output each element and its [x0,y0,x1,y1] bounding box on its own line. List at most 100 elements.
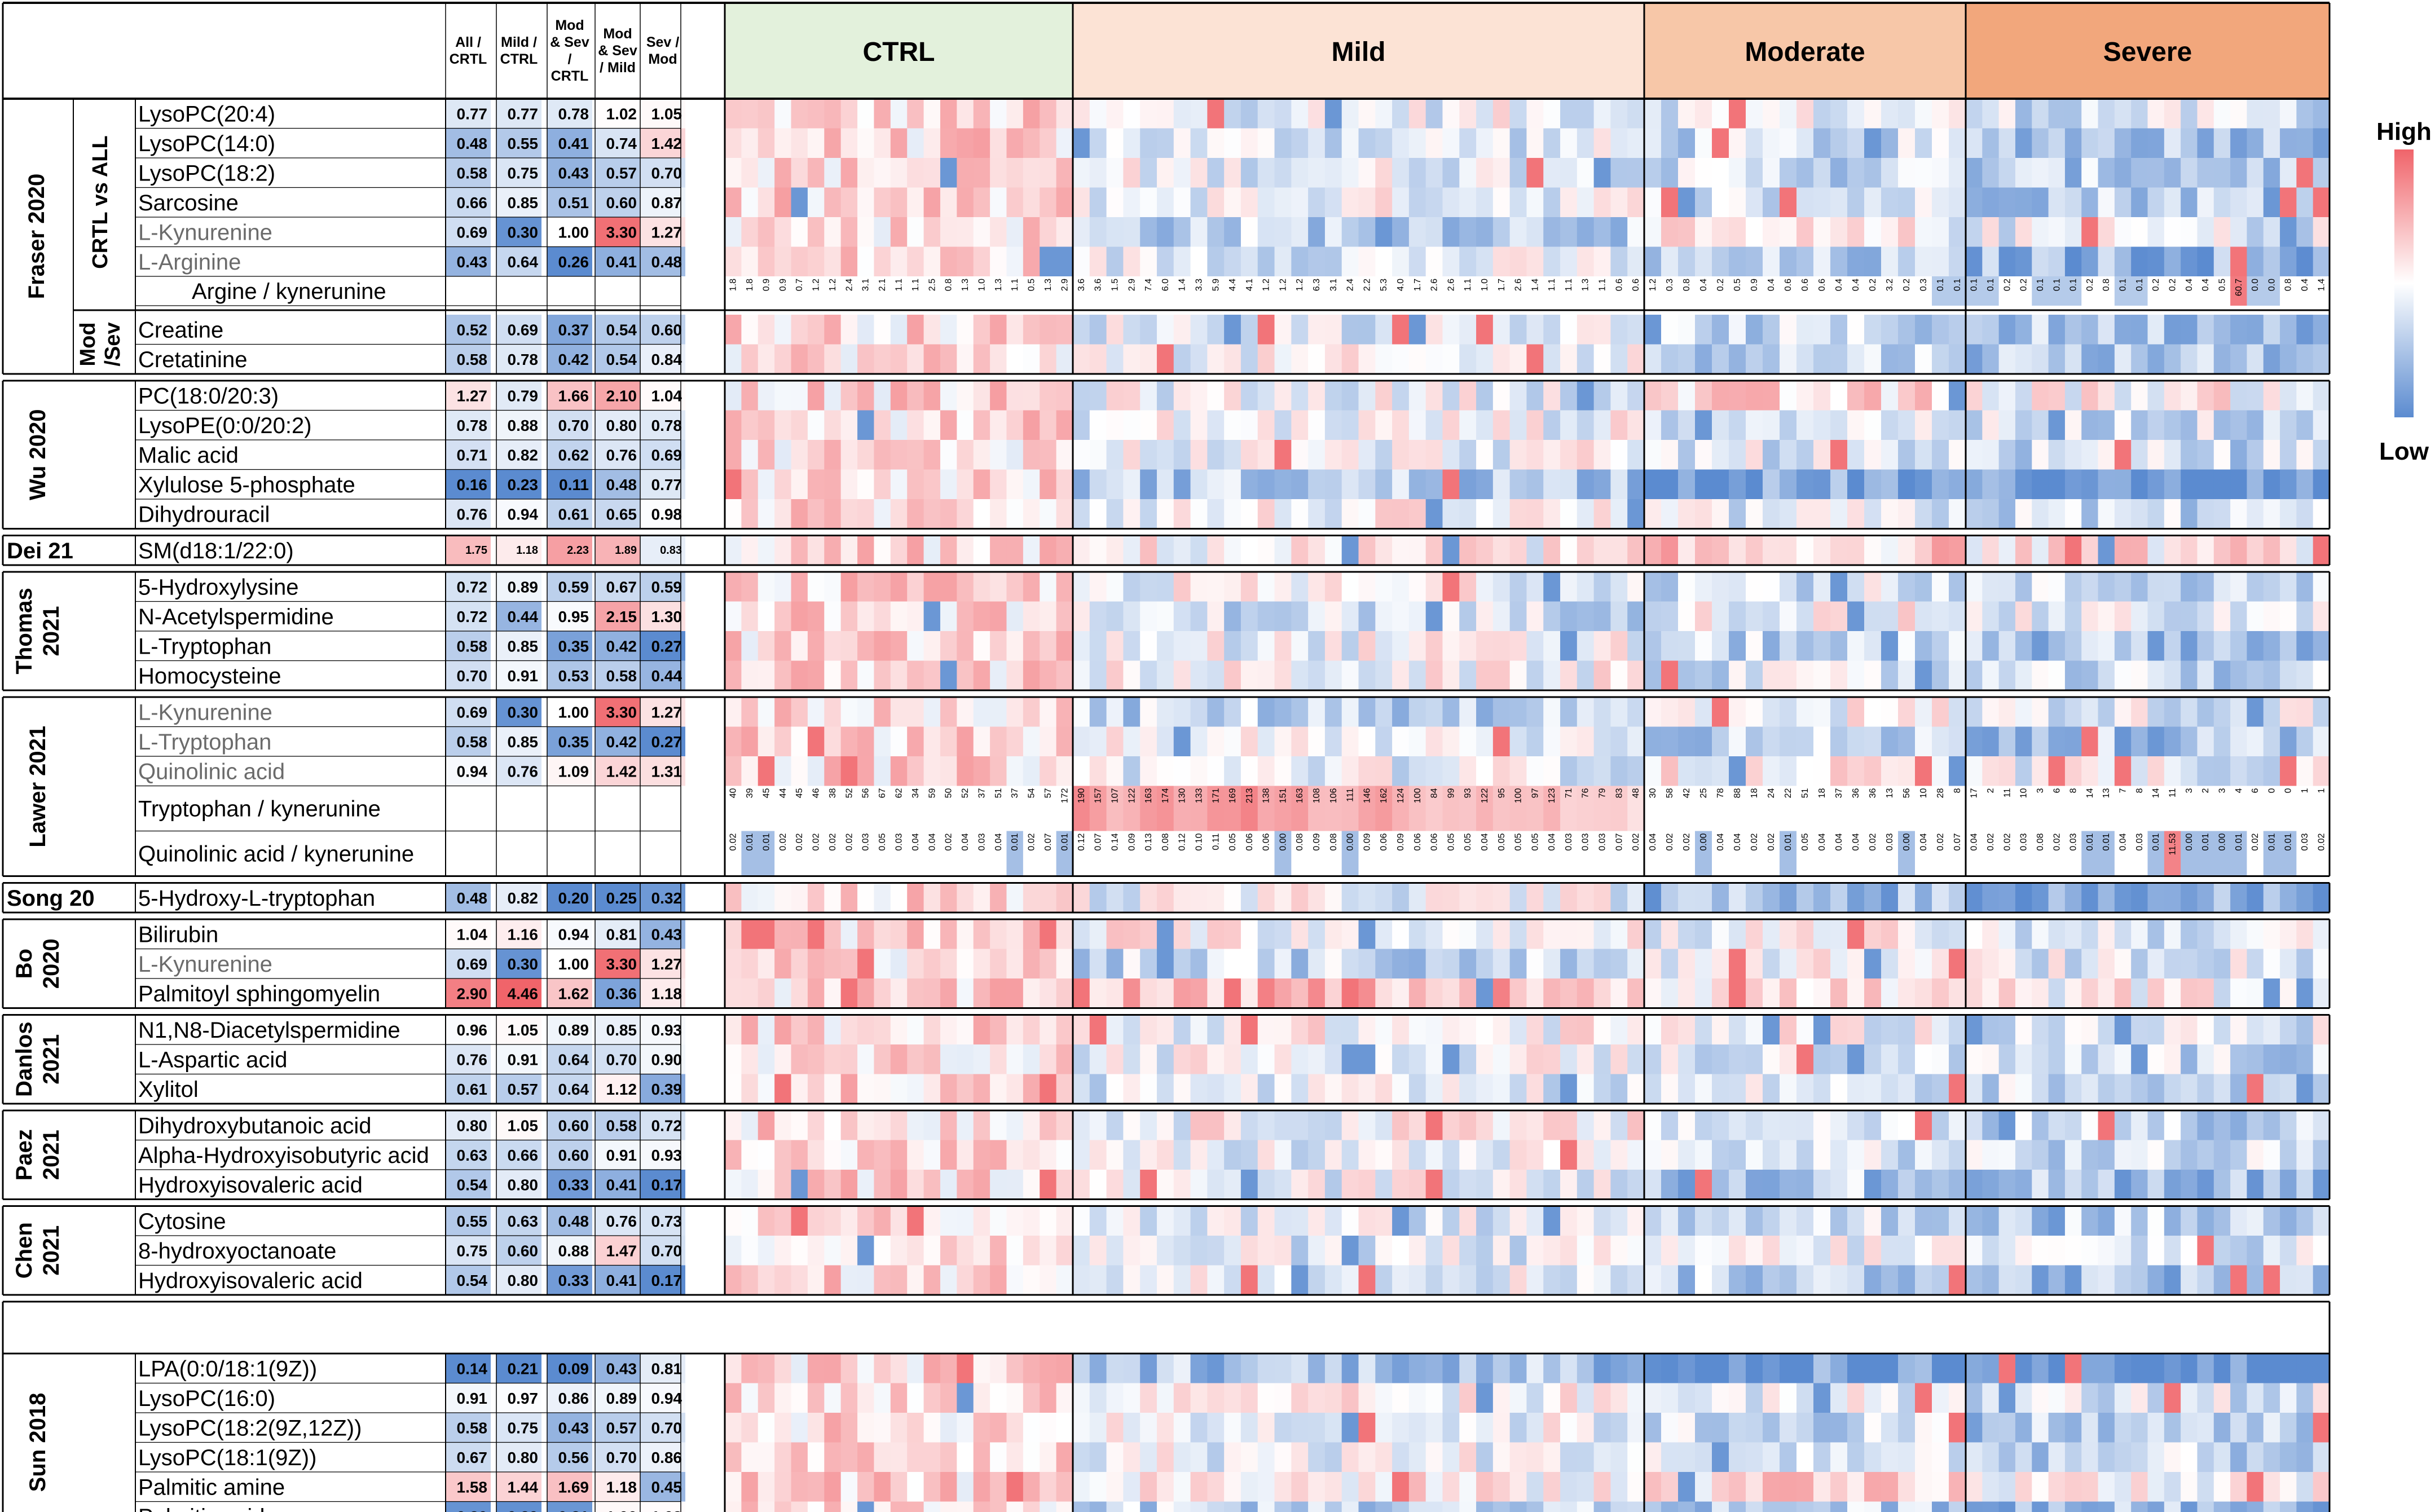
heat-cell [1982,1383,2000,1413]
heat-cell [2147,660,2165,690]
heat-cell [1543,535,1561,565]
heat-cell [1949,726,1966,756]
heat-cell [1492,217,1511,247]
heat-cell [1324,1074,1342,1104]
heat-cell [957,344,974,374]
heat-cell [2313,158,2330,188]
heat-cell [1864,1140,1882,1170]
heat-cell [1257,1015,1275,1044]
heat-cell [1408,499,1426,529]
ratio-cell [595,660,640,690]
strip-value: 0.5 [1733,279,1742,291]
heat-cell [2280,1413,2297,1443]
heat-cell [2181,919,2198,949]
heat-cell [1408,1354,1426,1383]
ratio-strip-cell [1560,831,1578,876]
heat-cell [1763,217,1780,247]
heat-cell [1023,99,1040,129]
heat-cell [1678,99,1696,129]
heat-cell [890,99,908,129]
heat-cell [1425,1413,1443,1443]
strip-value: 0.01 [1060,833,1069,850]
strip-value: 67 [878,788,887,798]
heat-cell [2081,1140,2099,1170]
heat-cell [1341,410,1359,440]
heat-cell [2131,1354,2148,1383]
heat-cell [1998,246,2016,276]
heat-cell [1661,344,1679,374]
heat-cell [1577,631,1595,661]
heat-cell [990,978,1007,1008]
heat-cell [741,1442,759,1472]
heat-cell [2064,99,2082,129]
heat-cell [1915,1110,1932,1140]
ratio-strip-cell [1123,831,1141,876]
ratio-value: 0.88 [508,417,539,434]
heat-cell [957,187,974,217]
heat-cell [857,1206,875,1236]
ratio-cell [496,978,541,1008]
heat-cell [1982,1501,2000,1512]
heat-cell [2247,315,2264,345]
heat-cell [1492,697,1511,727]
heat-cell [923,1354,941,1383]
ratio-strip-cell [1915,276,1932,306]
heat-cell [1459,1074,1477,1104]
heat-cell [2064,756,2082,786]
heat-cell [2181,1140,2198,1170]
heat-cell [1881,1170,1899,1200]
heat-cell [990,1170,1007,1200]
ratio-strip-cell [2213,276,2231,306]
heat-cell [1695,601,1712,631]
ratio-strip-cell [725,831,742,876]
strip-value: 6 [2052,788,2062,793]
heat-cell [1881,344,1899,374]
subgroup-label: /Sev [101,322,125,366]
heat-cell [973,535,990,565]
heat-cell [957,469,974,499]
heat-cell [840,601,858,631]
heat-cell [907,158,924,188]
heat-cell [957,660,974,690]
heat-cell [2131,440,2148,470]
heat-cell [1442,1354,1460,1383]
heat-cell [1661,1015,1679,1044]
strip-value: 171 [1211,788,1221,803]
heat-cell [2015,410,2032,440]
heat-cell [1644,381,1662,411]
heat-cell [1492,381,1511,411]
heat-cell [874,919,891,949]
ratio-value: 0.72 [457,608,488,625]
heat-cell [1425,246,1443,276]
heat-cell [1763,1236,1780,1266]
heat-cell [2197,1044,2214,1074]
heat-cell [2098,726,2115,756]
heat-cell [1106,1265,1124,1295]
heat-cell [2181,187,2198,217]
heat-cell [2081,1170,2099,1200]
heat-cell [2280,1442,2297,1472]
ratio-cell [640,1206,685,1236]
heat-cell [1207,1442,1225,1472]
ratio-header-label: / Mild [600,60,636,76]
strip-value: 3 [2036,788,2045,793]
heat-cell [2114,246,2132,276]
ratio-strip-cell [1830,831,1848,876]
heat-cell [2197,1472,2214,1502]
heat-cell [758,499,775,529]
heat-cell [1932,344,1949,374]
heat-cell [1392,1110,1410,1140]
heat-cell [1056,726,1073,756]
heat-cell [1040,499,1057,529]
heat-cell [1898,1140,1916,1170]
heat-cell [2296,1354,2314,1383]
heat-cell [1881,660,1899,690]
heat-cell [1526,631,1544,661]
heat-cell [1190,1170,1208,1200]
heat-cell [1712,1206,1729,1236]
heat-cell [1830,1472,1848,1502]
ratio-value: 0.70 [558,417,589,434]
heat-cell [1763,726,1780,756]
heat-cell [840,1206,858,1236]
heat-cell [1408,631,1426,661]
